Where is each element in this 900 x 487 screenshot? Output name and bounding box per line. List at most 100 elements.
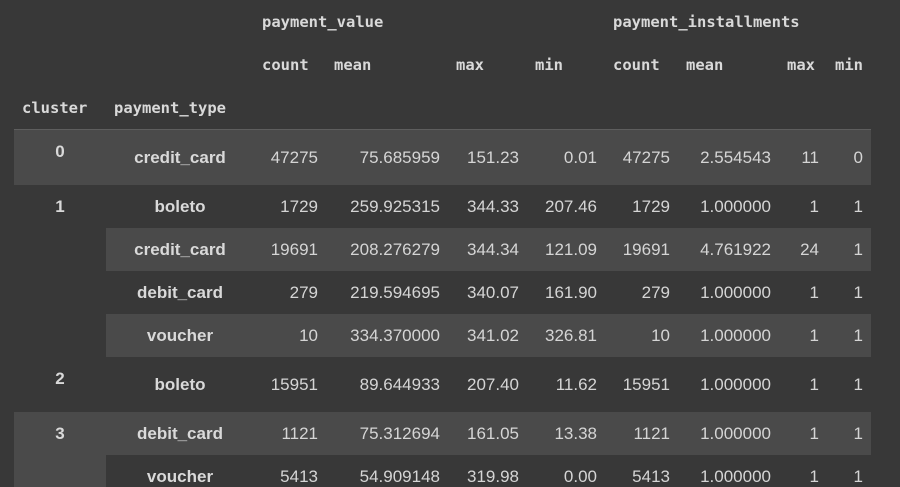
- value-cell: 10: [605, 314, 678, 357]
- value-cell: 10: [254, 314, 326, 357]
- value-cell: 161.90: [545, 282, 597, 302]
- table-row: 2 boleto 15951 89.644933 207.40 11.62 15…: [14, 357, 871, 412]
- value-cell: 1: [827, 412, 871, 455]
- table-row: 1 boleto 1729 259.925315 344.33 207.46 1…: [14, 185, 871, 228]
- table-row: 0 credit_card 47275 75.685959 151.23 0.0…: [14, 129, 871, 185]
- value-cell: 47275: [605, 129, 678, 185]
- payment-type-cell: voucher: [106, 314, 254, 357]
- value-cell: 4.761922: [678, 228, 779, 271]
- header-blank: [106, 43, 254, 86]
- header-row-index-names: cluster payment_type: [14, 86, 871, 130]
- value-cell: 1: [853, 282, 863, 302]
- value-cell: 1.000000: [678, 412, 779, 455]
- header-max: max: [456, 55, 484, 74]
- header-blank: [14, 43, 106, 86]
- header-blank: [106, 0, 254, 43]
- value-cell: 334.370000: [326, 314, 448, 357]
- value-cell: 279: [289, 282, 318, 302]
- value-cell: 1: [827, 228, 871, 271]
- value-cell: 1.000000: [678, 314, 779, 357]
- value-cell: 344.33: [467, 196, 519, 216]
- value-cell: 1: [809, 374, 819, 394]
- value-cell: 1729: [632, 196, 670, 216]
- value-cell: 1.000000: [700, 196, 771, 216]
- value-cell: 219.594695: [350, 282, 440, 302]
- value-cell: 11.62: [555, 374, 597, 394]
- value-cell: 1: [809, 466, 819, 486]
- value-cell: 1: [779, 412, 827, 455]
- table-row: debit_card 279 219.594695 340.07 161.90 …: [14, 271, 871, 314]
- value-cell: 5413: [280, 466, 318, 486]
- value-cell: 1729: [280, 196, 318, 216]
- value-cell: 207.40: [467, 374, 519, 394]
- header-blank: [14, 0, 106, 43]
- value-cell: 11: [779, 129, 827, 185]
- value-cell: 0: [827, 129, 871, 185]
- value-cell: 344.34: [448, 228, 527, 271]
- header-min: min: [835, 55, 863, 74]
- value-cell: 1: [827, 314, 871, 357]
- payment-type-cell: credit_card: [106, 228, 254, 271]
- header-count: count: [262, 55, 309, 74]
- payment-type-cell: debit_card: [137, 282, 223, 302]
- payment-type-cell: debit_card: [106, 412, 254, 455]
- value-cell: 1: [853, 466, 863, 486]
- value-cell: 1121: [254, 412, 326, 455]
- header-payment-installments: payment_installments: [613, 12, 800, 31]
- cluster-cell: 1: [55, 197, 65, 216]
- value-cell: 13.38: [527, 412, 605, 455]
- header-mean: mean: [334, 55, 372, 74]
- table-row: credit_card 19691 208.276279 344.34 121.…: [14, 228, 871, 271]
- table-row: voucher 5413 54.909148 319.98 0.00 5413 …: [14, 455, 871, 487]
- value-cell: 1: [853, 374, 863, 394]
- payment-type-cell: credit_card: [106, 129, 254, 185]
- table-row: voucher 10 334.370000 341.02 326.81 10 1…: [14, 314, 871, 357]
- value-cell: 0.00: [563, 466, 597, 486]
- cluster-cell: 0: [14, 129, 106, 185]
- header-payment-value: payment_value: [262, 12, 384, 31]
- header-max: max: [787, 55, 815, 74]
- value-cell: 47275: [254, 129, 326, 185]
- header-mean: mean: [686, 55, 724, 74]
- value-cell: 121.09: [527, 228, 605, 271]
- value-cell: 259.925315: [350, 196, 440, 216]
- value-cell: 24: [779, 228, 827, 271]
- header-cluster: cluster: [14, 86, 106, 130]
- cluster-cell: 2: [55, 369, 65, 388]
- value-cell: 341.02: [448, 314, 527, 357]
- grouped-dataframe-table: payment_value payment_installments count…: [14, 0, 871, 487]
- value-cell: 207.46: [545, 196, 597, 216]
- payment-type-cell: boleto: [154, 196, 206, 216]
- value-cell: 326.81: [527, 314, 605, 357]
- value-cell: 319.98: [467, 466, 519, 486]
- payment-type-cell: boleto: [154, 374, 206, 394]
- value-cell: 340.07: [467, 282, 519, 302]
- value-cell: 19691: [254, 228, 326, 271]
- value-cell: 1: [779, 314, 827, 357]
- value-cell: 1.000000: [700, 374, 771, 394]
- value-cell: 1: [809, 282, 819, 302]
- value-cell: 15951: [622, 374, 670, 394]
- header-row-groups: payment_value payment_installments: [14, 0, 871, 43]
- header-count: count: [613, 55, 660, 74]
- value-cell: 161.05: [448, 412, 527, 455]
- cluster-cell: 3: [14, 412, 106, 487]
- header-min: min: [535, 55, 563, 74]
- value-cell: 54.909148: [359, 466, 440, 486]
- value-cell: 151.23: [448, 129, 527, 185]
- value-cell: 1.000000: [700, 466, 771, 486]
- value-cell: 15951: [270, 374, 318, 394]
- value-cell: 208.276279: [326, 228, 448, 271]
- header-row-stats: count mean max min count mean max min: [14, 43, 871, 86]
- value-cell: 1: [809, 196, 819, 216]
- value-cell: 279: [641, 282, 670, 302]
- value-cell: 1: [853, 196, 863, 216]
- value-cell: 89.644933: [359, 374, 440, 394]
- value-cell: 2.554543: [678, 129, 779, 185]
- value-cell: 1121: [605, 412, 678, 455]
- table-row: 3 debit_card 1121 75.312694 161.05 13.38…: [14, 412, 871, 487]
- header-payment-type: payment_type: [106, 86, 254, 130]
- value-cell: 75.685959: [326, 129, 448, 185]
- value-cell: 75.312694: [326, 412, 448, 455]
